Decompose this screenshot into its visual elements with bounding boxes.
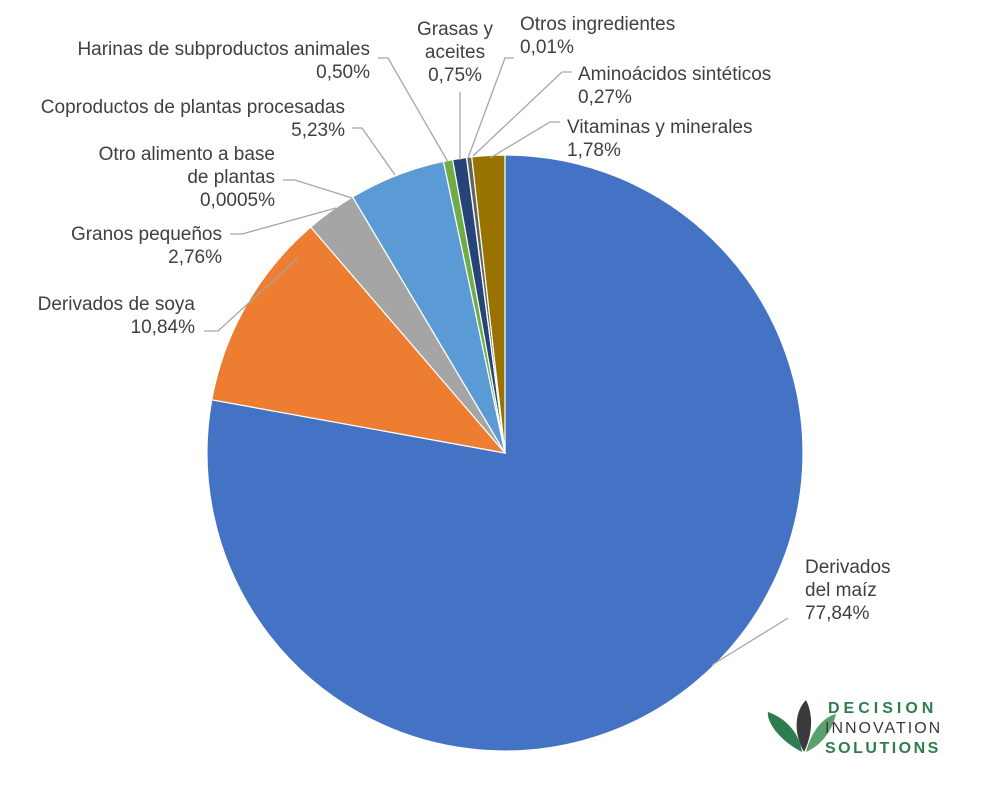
slice-value-label-3: 0,0005% [200,190,275,211]
leader-line-2 [230,207,337,235]
slice-category-label-1: Derivados de soya [38,294,196,315]
leader-line-0 [711,617,789,666]
slice-category-label-6: Grasas y [417,19,494,40]
slice-value-label-8: 0,27% [578,87,632,108]
slice-category-label-3: de plantas [187,167,275,188]
slice-value-label-9: 1,78% [567,140,621,161]
slice-value-label-4: 5,23% [291,120,345,141]
slice-category-label-4: Coproductos de plantas procesadas [41,97,345,118]
slice-value-label-2: 2,76% [168,247,222,268]
slice-value-label-1: 10,84% [131,317,196,338]
slice-category-label-7: Otros ingredientes [520,14,675,35]
slice-value-label-0: 77,84% [805,603,870,624]
slice-category-label-0: Derivados [805,557,891,578]
slice-category-label-3: Otro alimento a base [99,144,275,165]
slice-category-label-6: aceites [425,42,485,63]
leader-line-9 [489,121,560,159]
leaf-icon [767,700,836,752]
slice-category-label-5: Harinas de subproductos animales [77,39,370,60]
slice-value-label-7: 0,01% [520,37,574,58]
decision-innovation-solutions-logo: DECISION INNOVATION SOLUTIONS [767,700,942,757]
leader-line-1 [204,257,299,332]
slice-value-label-6: 0,75% [428,65,482,86]
slice-category-label-9: Vitaminas y minerales [567,117,753,138]
slice-category-label-2: Granos pequeños [71,224,222,245]
leader-line-8 [472,71,572,157]
logo-line-decision: DECISION [828,700,937,717]
slice-category-label-0: del maíz [805,580,877,601]
leader-line-3 [283,179,353,199]
leader-line-4 [352,127,396,176]
leader-line-5 [378,57,449,163]
slice-category-label-8: Aminoácidos sintéticos [578,64,771,85]
leader-line-7 [467,57,514,159]
pie-slice-9 [471,154,506,454]
pie-slices [206,154,804,752]
logo-line-solutions: SOLUTIONS [825,740,941,757]
logo-line-innovation: INNOVATION [825,720,942,737]
slice-value-label-5: 0,50% [316,62,370,83]
leader-lines [204,57,789,666]
